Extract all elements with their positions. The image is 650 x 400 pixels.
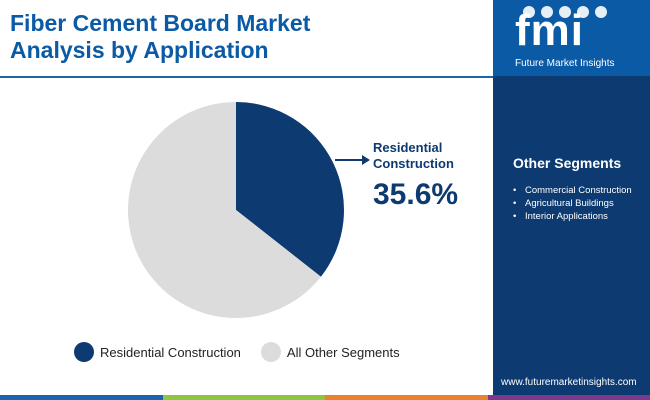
chart-legend: Residential Construction All Other Segme… (74, 342, 420, 362)
legend-swatch-other (260, 342, 281, 362)
sidebar: fmi Future Market Insights Other Segment… (493, 0, 650, 400)
callout-arrow-head (362, 155, 370, 165)
title-divider (0, 76, 493, 78)
logo-icons (523, 6, 607, 18)
segment-label: Agricultural Buildings (525, 198, 614, 209)
segment-label: Interior Applications (525, 211, 608, 222)
logo-dot-icon (559, 6, 571, 18)
logo-letters: fmi (515, 6, 584, 55)
pie-slice-all-other-segments (128, 102, 321, 318)
bullet-icon: • (513, 198, 517, 209)
legend-label-other: All Other Segments (286, 344, 400, 360)
bottom-bar-segment (0, 395, 163, 400)
callout-value: 35.6% (373, 178, 459, 211)
logo-dot-icon (595, 6, 607, 18)
bottom-bar-segment (325, 395, 488, 400)
legend-item-other: All Other Segments (260, 342, 400, 362)
bullet-icon: • (513, 185, 517, 196)
segment-item: • Agricultural Buildings (513, 198, 643, 210)
bottom-color-bar (0, 395, 650, 400)
legend-item-residential: Residential Construction (74, 342, 241, 362)
segment-item: • Commercial Construction (513, 185, 643, 197)
callout-label: Residential Construction (373, 140, 483, 172)
callout-label-line-2: Construction (373, 156, 454, 171)
website-link[interactable]: www.futuremarketinsights.com (501, 377, 637, 388)
page-title-line-1: Fiber Cement Board Market (10, 10, 311, 36)
legend-swatch-residential (74, 342, 94, 362)
logo-text: Future Market Insights (515, 58, 615, 69)
pie-slice-residential-construction (236, 102, 345, 277)
logo-dot-icon (523, 6, 535, 18)
segment-item: • Interior Applications (513, 211, 643, 223)
segment-label: Commercial Construction (525, 185, 632, 196)
logo[interactable]: fmi Future Market Insights (493, 0, 650, 76)
logo-dot-icon (541, 6, 553, 18)
page-title: Fiber Cement Board Market Analysis by Ap… (10, 10, 480, 64)
callout-label-line-1: Residential (373, 140, 443, 155)
other-segments-title: Other Segments (513, 155, 622, 171)
bottom-bar-segment (487, 395, 650, 400)
legend-label-residential: Residential Construction (100, 344, 241, 360)
other-segments-list: • Commercial Construction • Agricultural B… (513, 185, 643, 224)
bottom-bar-segment (162, 395, 325, 400)
page-title-line-2: Analysis by Application (10, 37, 269, 63)
bullet-icon: • (513, 211, 517, 222)
logo-dot-icon (577, 6, 589, 18)
pie-chart (128, 102, 370, 318)
